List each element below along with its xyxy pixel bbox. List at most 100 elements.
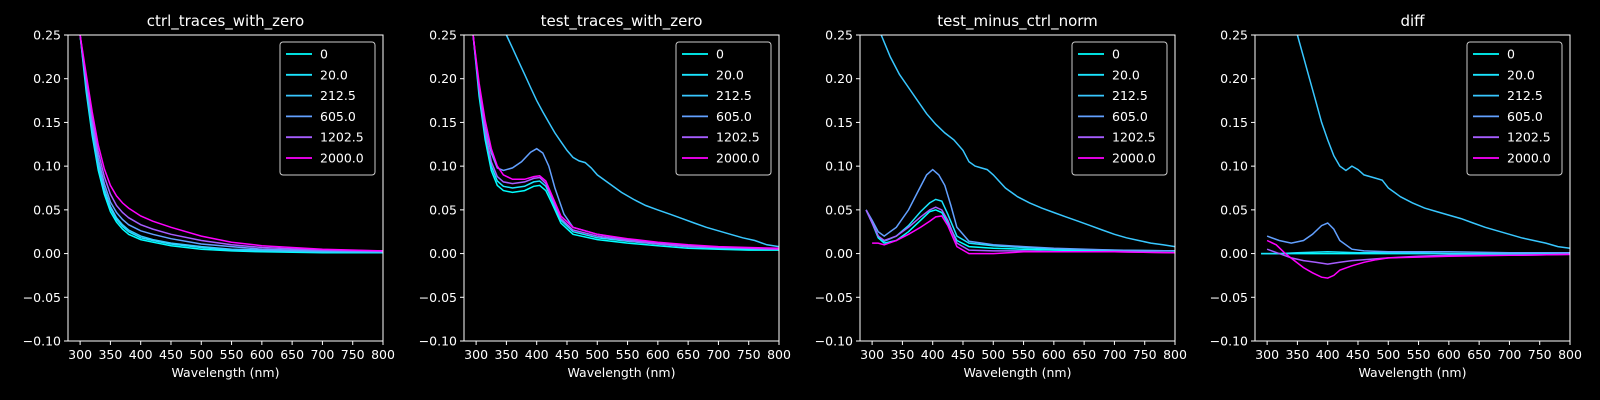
y-tick-label: 0.20 <box>1220 71 1248 86</box>
x-tick-label: 750 <box>341 347 365 362</box>
series-line-0 <box>79 35 383 254</box>
x-tick-label: 350 <box>98 347 122 362</box>
x-tick-label: 750 <box>1133 347 1157 362</box>
series-group <box>1261 35 1570 279</box>
x-tick-label: 750 <box>737 347 761 362</box>
series-line-1202-5 <box>472 35 779 250</box>
x-tick-label: 300 <box>464 347 488 362</box>
x-tick-label: 300 <box>1255 347 1279 362</box>
legend: 0 20.0 212.5 605.0 1202.5 2000.0 <box>675 41 772 176</box>
x-tick-label: 800 <box>767 347 791 362</box>
x-tick-label: 800 <box>1558 347 1582 362</box>
legend-label: 212.5 <box>716 88 752 103</box>
legend-label: 0 <box>320 47 328 62</box>
y-tick-label: −0.05 <box>815 290 853 305</box>
y-tick-label: −0.05 <box>1210 290 1248 305</box>
x-tick-label: 800 <box>371 347 395 362</box>
x-tick-label: 550 <box>1407 347 1431 362</box>
chart-panel-2: 300 350 400 450 500 550 600 650 700 750 800 −0.10 −0… <box>419 12 791 380</box>
x-axis-label: Wavelength (nm) <box>172 365 280 380</box>
x-tick-label: 700 <box>310 347 334 362</box>
legend-label: 20.0 <box>1112 67 1140 82</box>
y-tick-label: 0.00 <box>429 246 457 261</box>
y-tick-label: 0.15 <box>1220 115 1248 130</box>
legend-label: 605.0 <box>716 109 752 124</box>
series-line-212-5 <box>79 35 383 253</box>
legend-label: 20.0 <box>320 67 348 82</box>
chart-title: ctrl_traces_with_zero <box>147 12 304 31</box>
x-tick-label: 800 <box>1163 347 1187 362</box>
y-tick-label: −0.05 <box>419 290 457 305</box>
y-tick-label: 0.10 <box>429 159 457 174</box>
y-tick-label: 0.00 <box>1220 246 1248 261</box>
x-tick-label: 400 <box>921 347 945 362</box>
y-tick-label: 0.10 <box>33 159 61 174</box>
y-tick-label: 0.25 <box>33 28 61 43</box>
legend-label: 1202.5 <box>320 130 364 145</box>
y-tick-label: −0.10 <box>419 334 457 349</box>
series-line-2000-0 <box>1266 239 1570 279</box>
x-tick-label: 350 <box>494 347 518 362</box>
x-tick-label: 400 <box>525 347 549 362</box>
y-tick-label: 0.15 <box>33 115 61 130</box>
y-tick-label: 0.05 <box>429 202 457 217</box>
y-tick-label: 0.00 <box>33 246 61 261</box>
legend-label: 2000.0 <box>716 151 760 166</box>
x-tick-label: 500 <box>189 347 213 362</box>
x-tick-label: 500 <box>1376 347 1400 362</box>
y-tick-label: −0.10 <box>23 334 61 349</box>
chart-title: diff <box>1400 12 1425 30</box>
chart-panel-3: 300 350 400 450 500 550 600 650 700 750 800 −0.10 −0… <box>815 12 1187 380</box>
series-line-0 <box>472 35 779 251</box>
x-tick-label: 550 <box>220 347 244 362</box>
y-tick-label: 0.25 <box>1220 28 1248 43</box>
series-line-605-0 <box>79 35 383 253</box>
plot-frame <box>463 34 780 342</box>
x-tick-label: 700 <box>706 347 730 362</box>
series-line-605-0 <box>1266 222 1570 254</box>
series-group <box>79 35 383 254</box>
series-line-1202-5 <box>1266 248 1570 265</box>
y-tick-label: 0.20 <box>825 71 853 86</box>
y-tick-label: 0.10 <box>1220 159 1248 174</box>
y-tick-label: 0.05 <box>1220 202 1248 217</box>
series-line-605-0 <box>865 168 1175 252</box>
series-line-1202-5 <box>79 35 383 252</box>
x-tick-label: 700 <box>1102 347 1126 362</box>
plot-frame <box>1254 34 1571 342</box>
legend-label: 2000.0 <box>1112 151 1156 166</box>
legend-label: 1202.5 <box>1112 130 1156 145</box>
chart-title: test_minus_ctrl_norm <box>937 12 1098 31</box>
y-tick-label: 0.25 <box>825 28 853 43</box>
x-tick-label: 450 <box>951 347 975 362</box>
series-line-605-0 <box>472 35 779 250</box>
x-tick-label: 500 <box>585 347 609 362</box>
x-tick-label: 700 <box>1497 347 1521 362</box>
legend-label: 1202.5 <box>716 130 760 145</box>
x-tick-label: 650 <box>1072 347 1096 362</box>
x-tick-label: 400 <box>129 347 153 362</box>
legend-label: 2000.0 <box>320 151 364 166</box>
legend-label: 0 <box>716 47 724 62</box>
legend-label: 20.0 <box>716 67 744 82</box>
x-tick-label: 600 <box>1042 347 1066 362</box>
y-tick-label: −0.05 <box>23 290 61 305</box>
legend-label: 605.0 <box>320 109 356 124</box>
chart-title: test_traces_with_zero <box>541 12 703 31</box>
x-tick-label: 650 <box>1467 347 1491 362</box>
x-tick-label: 600 <box>1437 347 1461 362</box>
plot-frame <box>67 34 384 342</box>
y-tick-label: 0.20 <box>33 71 61 86</box>
x-axis-label: Wavelength (nm) <box>964 365 1072 380</box>
x-tick-label: 350 <box>1285 347 1309 362</box>
series-line-212-5 <box>880 35 1175 248</box>
x-tick-label: 450 <box>1346 347 1370 362</box>
x-tick-label: 550 <box>616 347 640 362</box>
y-tick-label: 0.15 <box>825 115 853 130</box>
legend: 0 20.0 212.5 605.0 1202.5 2000.0 <box>1466 41 1563 176</box>
series-group <box>865 35 1175 255</box>
series-group <box>472 35 779 251</box>
x-tick-label: 750 <box>1528 347 1552 362</box>
x-axis-label: Wavelength (nm) <box>568 365 676 380</box>
